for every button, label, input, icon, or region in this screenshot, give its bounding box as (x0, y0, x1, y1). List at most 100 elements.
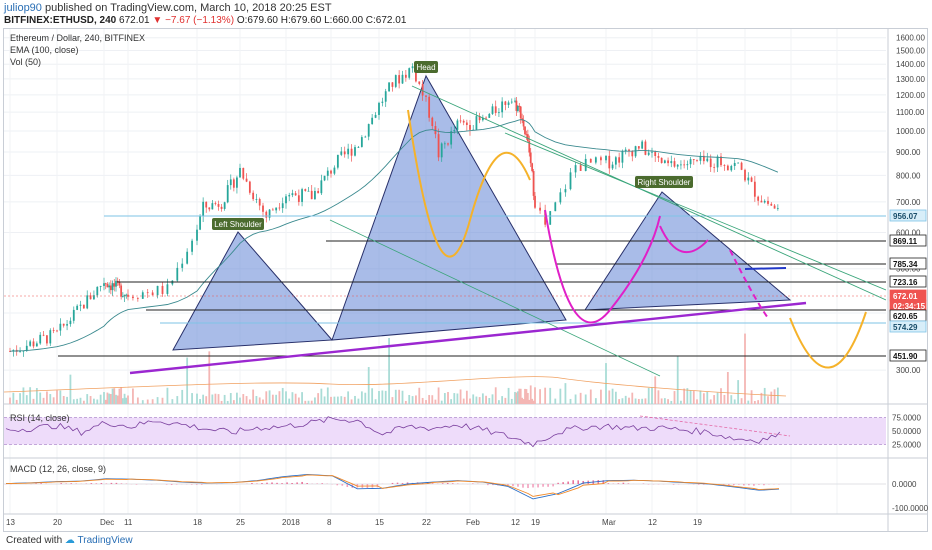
volume-bar (447, 392, 449, 404)
volume-bar (118, 388, 121, 404)
candle-body (265, 211, 268, 218)
candle-body (740, 162, 743, 170)
volume-bar (317, 393, 320, 404)
volume-bar (488, 398, 491, 404)
candle-body (443, 143, 446, 145)
volume-bar (453, 393, 456, 404)
candle-body (415, 66, 417, 82)
volume-bar (161, 397, 164, 404)
candle-body (111, 283, 114, 291)
candle-body (518, 105, 521, 107)
volume-bar (757, 400, 760, 404)
volume-bar (288, 398, 291, 404)
candle-body (485, 117, 487, 119)
volume-bar (440, 400, 443, 404)
candle-body (418, 81, 421, 84)
legend-ema[interactable]: EMA (100, close) (10, 45, 79, 55)
last-price: 672.01 (119, 15, 150, 26)
time-tick-label: 12 (648, 518, 657, 527)
author-link[interactable]: juliop90 (4, 2, 42, 14)
volume-bar (431, 395, 434, 404)
annotation-tag (414, 61, 438, 73)
volume-bar (136, 397, 139, 404)
macd-histogram-bar (622, 482, 625, 484)
candle-body (569, 172, 572, 190)
macd-histogram-bar (753, 484, 755, 486)
candle-body (220, 206, 223, 209)
volume-bar (720, 388, 722, 404)
volume-bar (9, 397, 11, 404)
candle-body (618, 157, 621, 163)
volume-bar (297, 397, 300, 404)
volume-bar (109, 394, 112, 404)
candle-body (440, 143, 443, 158)
candle-body (202, 201, 205, 217)
candle-body (539, 207, 541, 211)
candle-body (478, 116, 481, 121)
volume-bar (737, 380, 740, 404)
macd-histogram-bar (758, 484, 760, 485)
candle-body (524, 126, 526, 135)
price-label: 956.07 (893, 212, 918, 221)
candle-body (589, 158, 592, 163)
macd-histogram-bar (748, 484, 750, 486)
volume-bar (534, 387, 536, 404)
volume-bar (521, 397, 524, 404)
candle-body (69, 320, 72, 325)
volume-bar (434, 399, 437, 404)
volume-bar (294, 393, 297, 404)
candle-body (347, 148, 350, 155)
volume-bar (594, 398, 597, 404)
candle-body (320, 180, 323, 194)
legend-macd[interactable]: MACD (12, 26, close, 9) (10, 464, 107, 474)
price-tick-label: 900.00 (896, 148, 921, 157)
candle-body (421, 83, 424, 96)
candle-body (654, 151, 657, 157)
candle-body (526, 134, 529, 142)
volume-bar (72, 399, 75, 404)
candle-body (214, 203, 217, 205)
volume-bar (696, 399, 698, 404)
legend-rsi[interactable]: RSI (14, close) (10, 413, 70, 423)
volume-bar (647, 387, 650, 404)
candle-body (574, 165, 577, 173)
candle-body (29, 341, 32, 346)
macd-histogram-bar (557, 482, 559, 484)
time-tick-label: 22 (422, 518, 431, 527)
macd-histogram-bar (391, 482, 394, 484)
candle-body (268, 209, 271, 218)
volume-bar (624, 395, 627, 404)
candle-body (151, 292, 154, 296)
candle-body (628, 149, 630, 152)
candle-body (733, 162, 736, 166)
macd-tick-label: -100.0000 (892, 504, 929, 513)
volume-bar (141, 400, 144, 404)
volume-bar (670, 400, 673, 404)
candle-body (301, 189, 303, 202)
volume-bar (437, 387, 440, 404)
volume-bar (507, 387, 510, 404)
candle-body (696, 160, 698, 161)
macd-histogram-bar (727, 484, 730, 486)
footer-brand[interactable]: TradingView (77, 535, 133, 546)
macd-histogram-bar (190, 484, 193, 485)
volume-bar (401, 390, 404, 404)
candle-body (196, 229, 198, 241)
volume-bar (343, 396, 346, 404)
time-tick-label: Mar (602, 518, 616, 527)
candle-body (529, 152, 532, 164)
candle-body (56, 330, 58, 332)
time-tick-label: 25 (236, 518, 245, 527)
candle-body (255, 199, 258, 200)
annotation-label: Head (416, 63, 435, 72)
volume-bar (59, 390, 62, 404)
volume-bar (265, 391, 268, 404)
legend-volume[interactable]: Vol (50) (10, 57, 42, 67)
volume-bar (146, 399, 149, 404)
volume-bar (760, 392, 763, 404)
candle-body (584, 158, 587, 171)
candle-body (431, 117, 434, 127)
volume-bar (350, 399, 353, 404)
macd-histogram-bar (451, 483, 454, 484)
